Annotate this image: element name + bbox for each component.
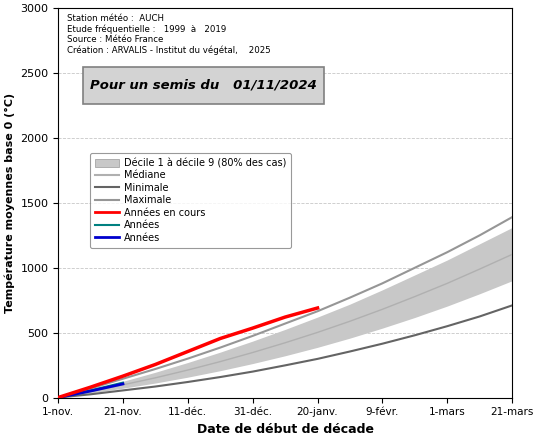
FancyBboxPatch shape — [83, 66, 324, 103]
Text: Pour un semis du   01/11/2024: Pour un semis du 01/11/2024 — [90, 79, 317, 92]
X-axis label: Date de début de décade: Date de début de décade — [196, 423, 373, 436]
Legend: Décile 1 à décile 9 (80% des cas), Médiane, Minimale, Maximale, Années en cours,: Décile 1 à décile 9 (80% des cas), Média… — [90, 153, 292, 248]
Text: Station météo :  AUCH
Etude fréquentielle :   1999  à   2019
Source : Météo Fran: Station météo : AUCH Etude fréquentielle… — [67, 14, 271, 55]
Y-axis label: Température moyennes base 0 (°C): Température moyennes base 0 (°C) — [4, 93, 15, 313]
